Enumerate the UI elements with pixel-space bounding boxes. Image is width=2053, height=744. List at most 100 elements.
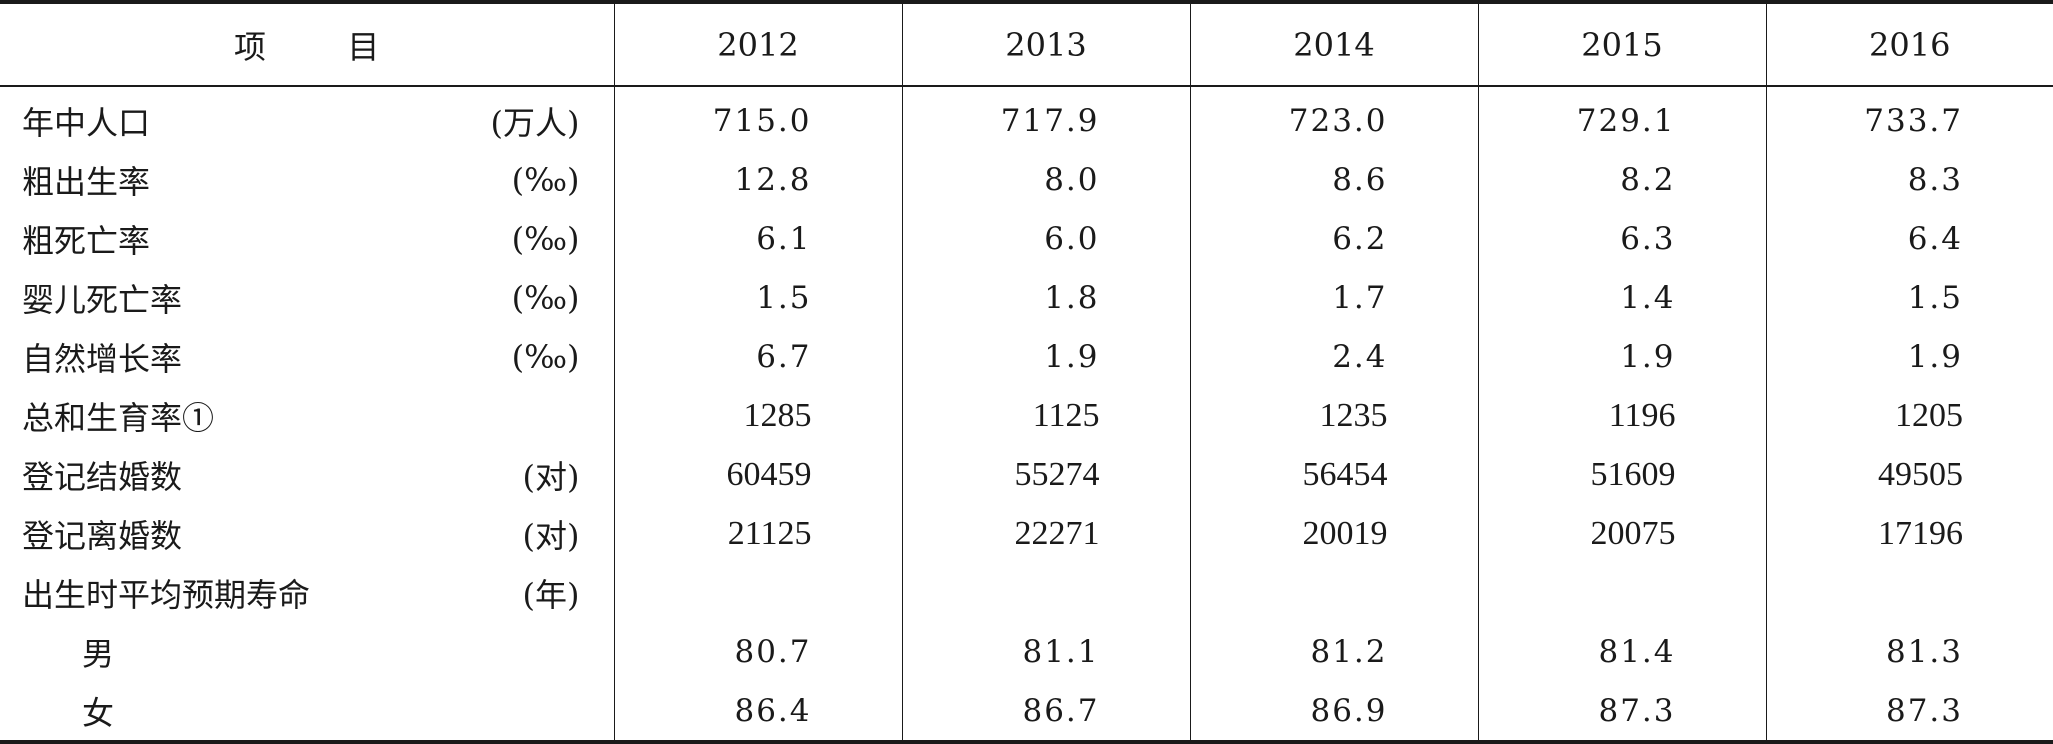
table-row: 男 80.7 81.1 81.2 81.4 81.3 [0,622,2053,681]
row-value-cell: 8.0 [901,150,1190,209]
row-value-cell: 6.1 [613,209,902,268]
row-item-name: 年中人口 [22,103,151,142]
table-body: 年中人口 (万人) 715.0 717.9 723.0 729.1 733.7 粗出生率 (‰)… [0,86,2053,744]
row-value-cell: 715.0 [613,86,902,150]
table-row: 出生时平均预期寿命 (年) [0,563,2053,622]
table-row: 粗出生率 (‰) 12.8 8.0 8.6 8.2 8.3 [0,150,2053,209]
row-value-cell: 80.7 [613,622,902,681]
header-year-2013: 2013 [901,0,1190,87]
row-item-unit: (‰) [511,337,580,376]
row-item-name: 登记离婚数 [22,516,183,555]
row-item-cell: 男 [0,622,614,681]
row-value-cell: 1.5 [613,268,902,327]
row-value-cell: 17196 [1765,504,2053,563]
row-value-cell: 1.9 [901,327,1190,386]
row-item-unit: (万人) [490,103,580,142]
row-item-cell: 登记离婚数 (对) [0,504,614,563]
row-value-cell: 1125 [901,386,1190,445]
row-item-unit: (对) [522,516,580,555]
row-value-cell: 86.9 [1189,681,1478,744]
row-item-name: 粗出生率 [22,162,151,201]
row-value-cell: 8.6 [1189,150,1478,209]
row-item-name: 女 [82,693,115,732]
table-row: 登记离婚数 (对) 21125 22271 20019 20075 17196 [0,504,2053,563]
row-item-cell: 登记结婚数 (对) [0,445,614,504]
row-value-cell: 55274 [901,445,1190,504]
row-value-cell [1477,563,1766,622]
row-value-cell: 81.3 [1765,622,2053,681]
row-item-name: 男 [82,634,115,673]
table-row: 女 86.4 86.7 86.9 87.3 87.3 [0,681,2053,744]
row-value-cell: 6.0 [901,209,1190,268]
header-item: 项 目 [0,0,614,87]
row-item-cell: 婴儿死亡率 (‰) [0,268,614,327]
row-item-unit: (对) [522,457,580,496]
table-row: 年中人口 (万人) 715.0 717.9 723.0 729.1 733.7 [0,86,2053,150]
row-value-cell: 1.5 [1765,268,2053,327]
table-row: 婴儿死亡率 (‰) 1.5 1.8 1.7 1.4 1.5 [0,268,2053,327]
row-value-cell: 717.9 [901,86,1190,150]
row-item-name: 粗死亡率 [22,221,151,260]
row-value-cell: 6.7 [613,327,902,386]
row-value-cell [901,563,1190,622]
row-value-cell: 8.3 [1765,150,2053,209]
row-value-cell: 20075 [1477,504,1766,563]
row-value-cell: 729.1 [1477,86,1766,150]
row-value-cell: 81.1 [901,622,1190,681]
row-value-cell: 22271 [901,504,1190,563]
row-item-name: 婴儿死亡率 [22,280,183,319]
row-value-cell: 86.7 [901,681,1190,744]
table-row: 自然增长率 (‰) 6.7 1.9 2.4 1.9 1.9 [0,327,2053,386]
row-item-cell: 粗死亡率 (‰) [0,209,614,268]
row-value-cell: 6.3 [1477,209,1766,268]
row-value-cell: 1205 [1765,386,2053,445]
row-value-cell: 81.2 [1189,622,1478,681]
row-value-cell [1189,563,1478,622]
row-value-cell: 1.7 [1189,268,1478,327]
row-value-cell: 8.2 [1477,150,1766,209]
row-item-name: 总和生育率① [22,398,215,437]
row-item-name: 登记结婚数 [22,457,183,496]
row-item-cell: 总和生育率① [0,386,614,445]
row-item-unit: (‰) [511,160,580,199]
row-value-cell: 51609 [1477,445,1766,504]
table-row: 粗死亡率 (‰) 6.1 6.0 6.2 6.3 6.4 [0,209,2053,268]
row-value-cell: 1235 [1189,386,1478,445]
row-value-cell: 60459 [613,445,902,504]
row-item-cell: 粗出生率 (‰) [0,150,614,209]
header-year-2012: 2012 [613,0,902,87]
row-value-cell: 81.4 [1477,622,1766,681]
row-item-name: 出生时平均预期寿命 [22,575,311,614]
row-value-cell [1765,563,2053,622]
row-value-cell: 1.9 [1477,327,1766,386]
header-row: 项 目 2012 2013 2014 2015 2016 [0,0,2053,87]
row-item-unit: (‰) [511,219,580,258]
header-year-2014: 2014 [1189,0,1478,87]
row-value-cell: 1196 [1477,386,1766,445]
row-item-cell: 女 [0,681,614,744]
row-value-cell: 21125 [613,504,902,563]
row-value-cell: 49505 [1765,445,2053,504]
row-value-cell: 1.8 [901,268,1190,327]
row-value-cell: 6.4 [1765,209,2053,268]
row-item-cell: 年中人口 (万人) [0,86,614,150]
row-value-cell: 733.7 [1765,86,2053,150]
table-row: 总和生育率① 1285 1125 1235 1196 1205 [0,386,2053,445]
row-value-cell: 1.9 [1765,327,2053,386]
row-value-cell: 1285 [613,386,902,445]
row-item-unit: (‰) [511,278,580,317]
row-item-name: 自然增长率 [22,339,183,378]
header-year-2016: 2016 [1765,0,2053,87]
row-value-cell: 87.3 [1765,681,2053,744]
row-value-cell [613,563,902,622]
row-value-cell: 1.4 [1477,268,1766,327]
row-value-cell: 87.3 [1477,681,1766,744]
row-value-cell: 12.8 [613,150,902,209]
row-value-cell: 723.0 [1189,86,1478,150]
row-item-cell: 自然增长率 (‰) [0,327,614,386]
row-value-cell: 86.4 [613,681,902,744]
row-item-unit: (年) [522,575,580,614]
row-value-cell: 2.4 [1189,327,1478,386]
